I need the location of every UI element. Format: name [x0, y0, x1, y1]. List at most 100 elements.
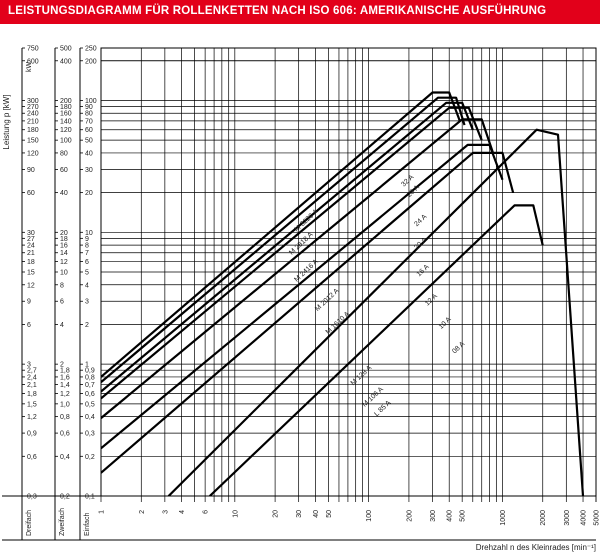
y-tick-label: 400: [60, 58, 72, 65]
y-tick-label: 200: [60, 98, 72, 105]
y-tick-label: 240: [27, 111, 39, 118]
y-tick-label: 8: [85, 243, 89, 250]
x-tick-label: 20: [273, 510, 280, 518]
y-tick-label: 500: [60, 46, 72, 53]
y-tick-label: 40: [60, 190, 68, 197]
y-tick-label: 21: [27, 250, 35, 257]
y-tick-label: 10: [60, 270, 68, 277]
y-tick-label: 7: [85, 250, 89, 257]
y-tick-label: 0,4: [85, 414, 95, 421]
y-tick-label: 20: [85, 190, 93, 197]
y-tick-label: 2,7: [27, 368, 37, 375]
x-tick-label: 1: [99, 510, 106, 514]
y-axis-name-dreifach: Dreifach: [26, 510, 33, 536]
y-tick-label: 8: [60, 282, 64, 289]
y-tick-label: 5: [85, 270, 89, 277]
y-tick-label: 0,4: [60, 454, 70, 461]
y-tick-label: 1,0: [60, 401, 70, 408]
y-tick-label: 60: [60, 167, 68, 174]
y-tick-label: 140: [60, 118, 72, 125]
y-tick-label: 600: [27, 58, 39, 65]
curve-label: M 3220 A: [293, 208, 320, 234]
y-tick-label: 180: [27, 127, 39, 134]
y-tick-label: 30: [85, 167, 93, 174]
series-line-12-a: [101, 143, 504, 450]
y-tick-label: 2,4: [27, 374, 37, 381]
x-tick-label: 200: [406, 510, 413, 522]
y-tick-label: 2: [60, 362, 64, 369]
y-tick-label: 18: [27, 259, 35, 266]
y-tick-label: 0,3: [85, 431, 95, 438]
x-tick-label: 3: [162, 510, 169, 514]
y-tick-label: 60: [27, 190, 35, 197]
y-tick-label: 6: [85, 259, 89, 266]
chart-title: LEISTUNGSDIAGRAMM FÜR ROLLENKETTEN NACH …: [8, 5, 547, 17]
curve-label: M 1610 A: [325, 310, 352, 336]
y-tick-label: 27: [27, 236, 35, 243]
y-tick-label: 300: [27, 98, 39, 105]
y-tick-label: 3: [27, 362, 31, 369]
y-tick-label: 0,6: [85, 391, 95, 398]
y-tick-label: 100: [85, 98, 97, 105]
y-tick-label: 0,7: [85, 382, 95, 389]
x-tick-label: 4000: [581, 510, 588, 526]
title-bar: LEISTUNGSDIAGRAMM FÜR ROLLENKETTEN NACH …: [0, 0, 600, 24]
y-tick-label: 250: [85, 46, 97, 53]
y-tick-label: 50: [85, 138, 93, 145]
y-tick-label: 1,2: [27, 414, 37, 421]
y-tick-label: 10: [85, 230, 93, 237]
series-line-06-a: [167, 128, 585, 496]
y-tick-label: 14: [60, 250, 68, 257]
y-tick-label: 200: [85, 58, 97, 65]
y-tick-label: 750: [27, 46, 39, 53]
x-tick-label: 2000: [540, 510, 547, 526]
y-tick-label: 0,6: [60, 431, 70, 438]
curve-label: M 2012 A: [314, 287, 341, 313]
y-tick-label: 160: [60, 111, 72, 118]
x-axis-label: Drehzahl n des Kleinrades [min⁻¹]: [476, 543, 596, 552]
y-tick-label: 180: [60, 104, 72, 111]
x-tick-label: 400: [447, 510, 454, 522]
curve-label: L 85 A: [373, 399, 392, 418]
y-tick-label: 0,9: [85, 368, 95, 375]
y-tick-label: 150: [27, 138, 39, 145]
y-axis-name-zweifach: Zweifach: [59, 508, 66, 536]
y-axis-unit: kW: [26, 62, 33, 73]
x-tick-label: 6: [203, 510, 210, 514]
x-tick-label: 30: [296, 510, 303, 518]
x-tick-label: 500: [460, 510, 467, 522]
y-tick-label: 1: [85, 362, 89, 369]
y-tick-label: 12: [27, 282, 35, 289]
y-tick-label: 15: [27, 270, 35, 277]
curve-label: M 128 A: [350, 364, 374, 387]
y-tick-label: 0,9: [27, 431, 37, 438]
series-line-10-a: [101, 151, 515, 474]
y-tick-label: 60: [85, 127, 93, 134]
y-tick-label: 90: [27, 167, 35, 174]
y-tick-label: 90: [85, 104, 93, 111]
y-tick-label: 1,8: [27, 391, 37, 398]
y-tick-label: 1,8: [60, 368, 70, 375]
x-tick-label: 100: [366, 510, 373, 522]
x-tick-label: 1000: [500, 510, 507, 526]
y-tick-label: 0,1: [85, 494, 95, 501]
y-tick-label: 16: [60, 243, 68, 250]
y-tick-label: 0,5: [85, 401, 95, 408]
y-tick-label: 1,5: [27, 401, 37, 408]
x-tick-label: 5000: [594, 510, 600, 526]
x-tick-label: 2: [139, 510, 146, 514]
y-tick-label: 6: [60, 299, 64, 306]
x-tick-label: 4: [179, 510, 186, 514]
y-tick-label: 0,8: [60, 414, 70, 421]
y-tick-label: 24: [27, 243, 35, 250]
y-tick-label: 100: [60, 138, 72, 145]
y-tick-label: 80: [60, 150, 68, 157]
curve-label: 10 A: [438, 316, 453, 331]
series-line-16-a: [101, 118, 495, 419]
y-tick-label: 0,2: [60, 494, 70, 501]
series-line-32-a: [101, 91, 461, 378]
curve-label: 24 A: [413, 213, 428, 228]
y-tick-label: 1,2: [60, 391, 70, 398]
y-tick-label: 18: [60, 236, 68, 243]
x-tick-label: 10: [232, 510, 239, 518]
